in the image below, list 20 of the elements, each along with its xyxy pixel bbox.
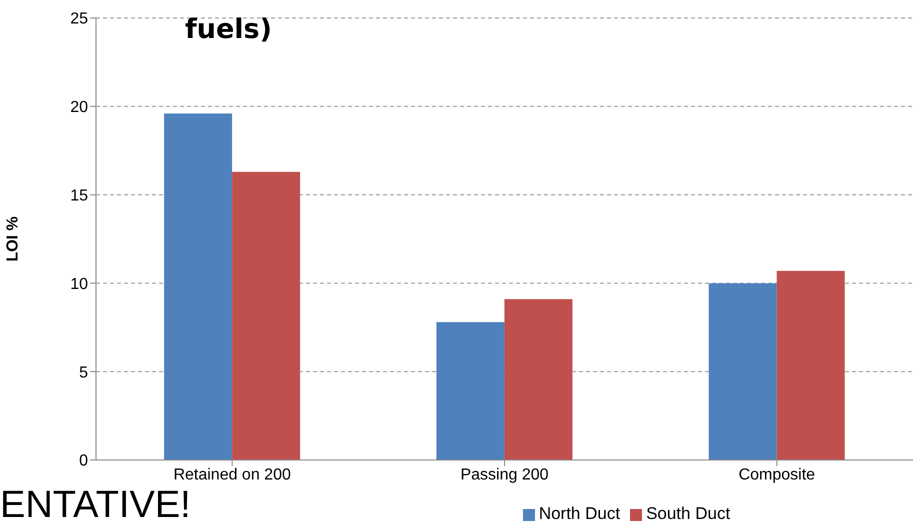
y-tick-label: 10 — [70, 276, 88, 293]
y-tick-label: 15 — [70, 187, 88, 204]
bar — [164, 113, 232, 460]
y-tick-label: 25 — [70, 10, 88, 28]
legend-label: North Duct — [538, 504, 620, 523]
chart-title: fuels) — [185, 14, 272, 45]
y-tick-label: 0 — [79, 452, 88, 470]
bar — [776, 270, 845, 460]
bar — [436, 322, 504, 460]
y-tick-label: 20 — [70, 99, 88, 116]
y-tick-label: 5 — [79, 364, 88, 382]
legend-label: South Duct — [646, 504, 730, 523]
text: ENTATIVE! — [0, 483, 191, 527]
x-tick-label: Composite — [738, 466, 816, 484]
bar — [504, 299, 572, 460]
x-tick-label: Passing 200 — [460, 466, 549, 484]
y-axis-title: LOI % — [4, 216, 22, 262]
x-tick-label: Retained on 200 — [173, 466, 291, 484]
bar — [708, 283, 777, 460]
bar — [232, 172, 300, 460]
